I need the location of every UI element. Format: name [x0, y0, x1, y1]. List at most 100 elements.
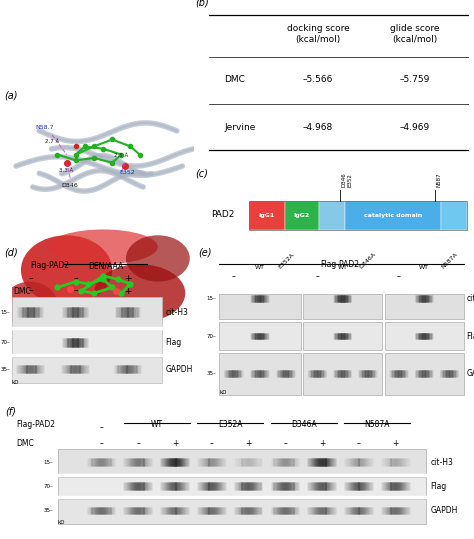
Text: –4.969: –4.969	[400, 123, 429, 132]
Text: D346A: D346A	[359, 251, 377, 270]
Text: N587A: N587A	[440, 252, 459, 270]
Bar	[58, 449, 426, 475]
Text: glide score
(kcal/mol): glide score (kcal/mol)	[390, 24, 439, 44]
Text: +: +	[392, 439, 399, 448]
Text: WT: WT	[419, 265, 429, 270]
Text: 15–: 15–	[44, 460, 53, 465]
Text: (b): (b)	[195, 0, 210, 8]
Text: cit-H3: cit-H3	[466, 294, 474, 303]
Ellipse shape	[21, 314, 76, 342]
Bar	[285, 201, 319, 230]
Text: Flag-PAD2: Flag-PAD2	[320, 260, 360, 269]
Text: 35–: 35–	[0, 367, 10, 372]
Text: +: +	[172, 439, 178, 448]
Bar	[303, 322, 382, 350]
Text: Flag: Flag	[165, 338, 182, 347]
Text: (e): (e)	[198, 247, 211, 257]
Ellipse shape	[21, 235, 112, 305]
Text: 3.3 Å: 3.3 Å	[59, 168, 73, 173]
Text: Flag: Flag	[466, 332, 474, 341]
Text: –: –	[137, 439, 140, 448]
Text: N587A: N587A	[365, 420, 390, 429]
Ellipse shape	[94, 264, 185, 322]
Text: cit-H3: cit-H3	[165, 308, 188, 317]
Bar	[385, 353, 464, 395]
Bar	[58, 477, 426, 497]
Text: cit-H3: cit-H3	[430, 458, 453, 467]
Text: Flag-PAD2: Flag-PAD2	[30, 261, 70, 270]
Bar	[345, 201, 440, 230]
Text: N58.7: N58.7	[36, 125, 54, 130]
Text: (f): (f)	[5, 406, 16, 417]
Text: WT: WT	[151, 420, 163, 429]
Bar	[249, 201, 466, 230]
Text: –: –	[100, 439, 103, 448]
Text: 35–: 35–	[207, 371, 217, 376]
Text: D346A: D346A	[291, 420, 317, 429]
Bar	[12, 329, 162, 355]
Text: 70–: 70–	[207, 334, 217, 339]
Text: –5.759: –5.759	[399, 75, 430, 84]
Text: –: –	[357, 439, 361, 448]
Text: –: –	[210, 439, 214, 448]
Text: kD: kD	[58, 520, 65, 525]
Text: Flag: Flag	[430, 482, 447, 491]
Text: PAD2: PAD2	[211, 210, 235, 219]
Text: Flag-PAD2: Flag-PAD2	[17, 420, 55, 429]
Text: –: –	[73, 287, 78, 295]
Text: –: –	[316, 272, 319, 281]
Text: kD: kD	[12, 380, 19, 385]
Text: 2.7 Å: 2.7 Å	[45, 139, 59, 144]
Text: GAPDH: GAPDH	[165, 365, 193, 374]
Bar	[219, 353, 301, 395]
Text: (a): (a)	[5, 90, 18, 100]
Text: Jervine: Jervine	[224, 123, 255, 132]
Text: (c): (c)	[195, 169, 209, 178]
Bar	[385, 322, 464, 350]
Text: catalytic domain: catalytic domain	[364, 213, 422, 218]
Text: 15–: 15–	[207, 296, 217, 301]
Text: –4.968: –4.968	[303, 123, 333, 132]
Text: –: –	[100, 423, 103, 432]
Text: WT: WT	[255, 265, 265, 270]
Text: DEN/AAA: DEN/AAA	[88, 261, 123, 270]
Text: +: +	[124, 274, 132, 283]
Bar	[319, 201, 345, 230]
Text: D346: D346	[62, 183, 79, 188]
Text: 2.5 Å: 2.5 Å	[114, 153, 128, 158]
Bar	[385, 294, 464, 319]
Text: IgG2: IgG2	[293, 213, 310, 218]
Text: –5.566: –5.566	[303, 75, 333, 84]
Text: (d): (d)	[4, 247, 18, 258]
Text: –: –	[397, 272, 401, 281]
Bar	[12, 296, 162, 328]
Bar	[303, 294, 382, 319]
Bar	[219, 294, 301, 319]
Text: GAPDH: GAPDH	[430, 506, 457, 515]
Text: 35–: 35–	[44, 508, 53, 513]
Text: –: –	[73, 274, 78, 283]
Text: E352A: E352A	[277, 252, 295, 270]
Text: docking score
(kcal/mol): docking score (kcal/mol)	[287, 24, 349, 44]
Bar	[303, 353, 382, 395]
Text: –: –	[232, 272, 236, 281]
Bar	[12, 357, 162, 383]
Text: +: +	[319, 439, 325, 448]
Text: –: –	[28, 287, 33, 295]
Ellipse shape	[126, 235, 190, 282]
Text: WT: WT	[338, 265, 348, 270]
Text: D346
E352: D346 E352	[342, 172, 353, 186]
Text: –: –	[28, 274, 33, 283]
Text: DMC: DMC	[17, 439, 34, 448]
Text: 70–: 70–	[0, 340, 10, 345]
Text: kD: kD	[219, 390, 227, 396]
Bar	[249, 201, 285, 230]
Bar	[219, 322, 301, 350]
Bar	[58, 499, 426, 524]
Text: IgG1: IgG1	[259, 213, 275, 218]
Ellipse shape	[48, 230, 158, 264]
Text: 70–: 70–	[44, 484, 53, 489]
Ellipse shape	[85, 305, 158, 340]
Text: 15–: 15–	[0, 310, 10, 315]
Text: N587: N587	[437, 172, 441, 186]
